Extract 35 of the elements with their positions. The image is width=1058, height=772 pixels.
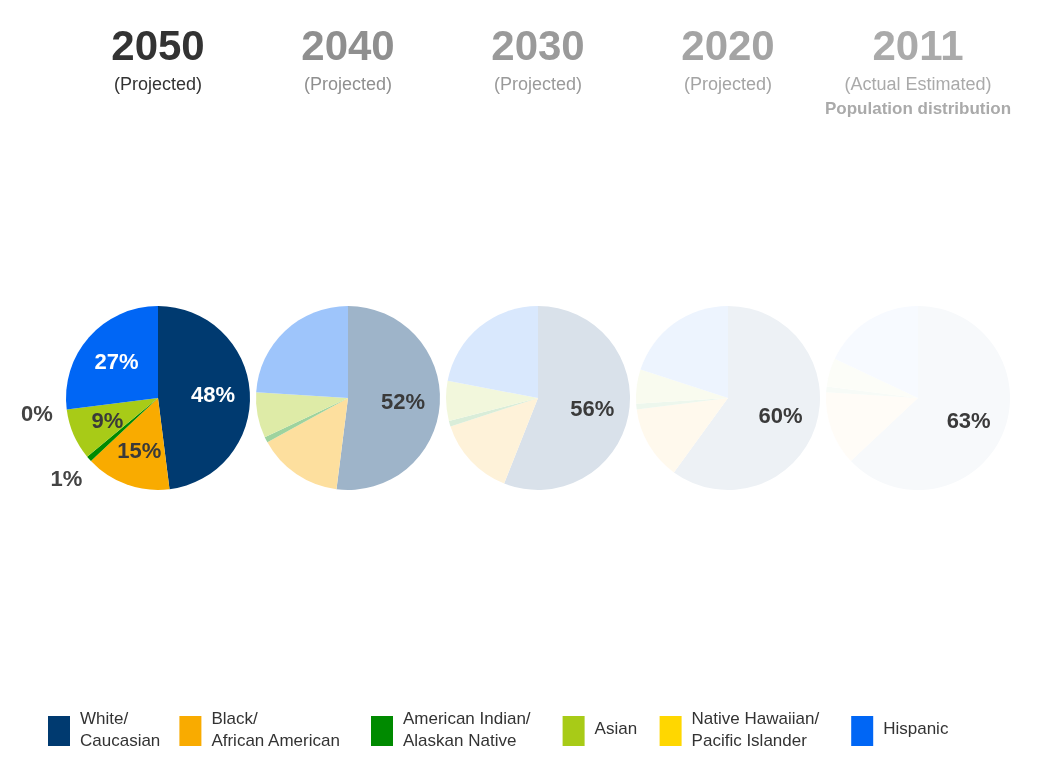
data-label: 15% [117,437,162,463]
data-label: 48% [191,382,236,408]
chart-subtitle: (Projected) [303,74,393,94]
pie-slice [256,392,348,438]
chart-title: 2040 [301,22,395,69]
legend-label: Black/African American [211,709,340,750]
text: 0% [21,400,53,426]
pie-slice [90,398,170,490]
pie-slice [447,306,538,398]
chart-subtitle: (Actual Estimated) [844,74,992,94]
chart-subtitle: (Projected) [683,74,773,94]
chart-title: 2020 [681,22,775,69]
chart-subtitle: (Projected) [113,74,203,94]
pie-slice [504,306,630,490]
data-label: 1% [50,466,83,492]
pie-slice [336,306,440,490]
legend-label: Native Hawaiian/Pacific Islander [691,709,820,750]
pie-slice [66,306,158,410]
legend-label: Asian [594,719,638,738]
chart-title: 2030 [491,22,585,69]
text: Population distribution [824,99,1012,118]
pie-slice [267,398,348,490]
data-label: 52% [381,389,426,415]
legend-label: Hispanic [883,719,949,738]
data-label: 27% [94,349,139,375]
legend-label: White/Caucasian [80,709,161,750]
chart-subtitle: (Projected) [493,74,583,94]
chart-title: 2050 [111,22,205,69]
legend-label: American Indian/Alaskan Native [403,709,531,750]
data-label: 9% [91,407,124,433]
data-label: 63% [946,407,991,433]
data-label: 56% [570,396,615,422]
data-label: 60% [758,402,803,428]
pie-slice [256,306,348,398]
chart-title: 2011 [872,22,964,69]
